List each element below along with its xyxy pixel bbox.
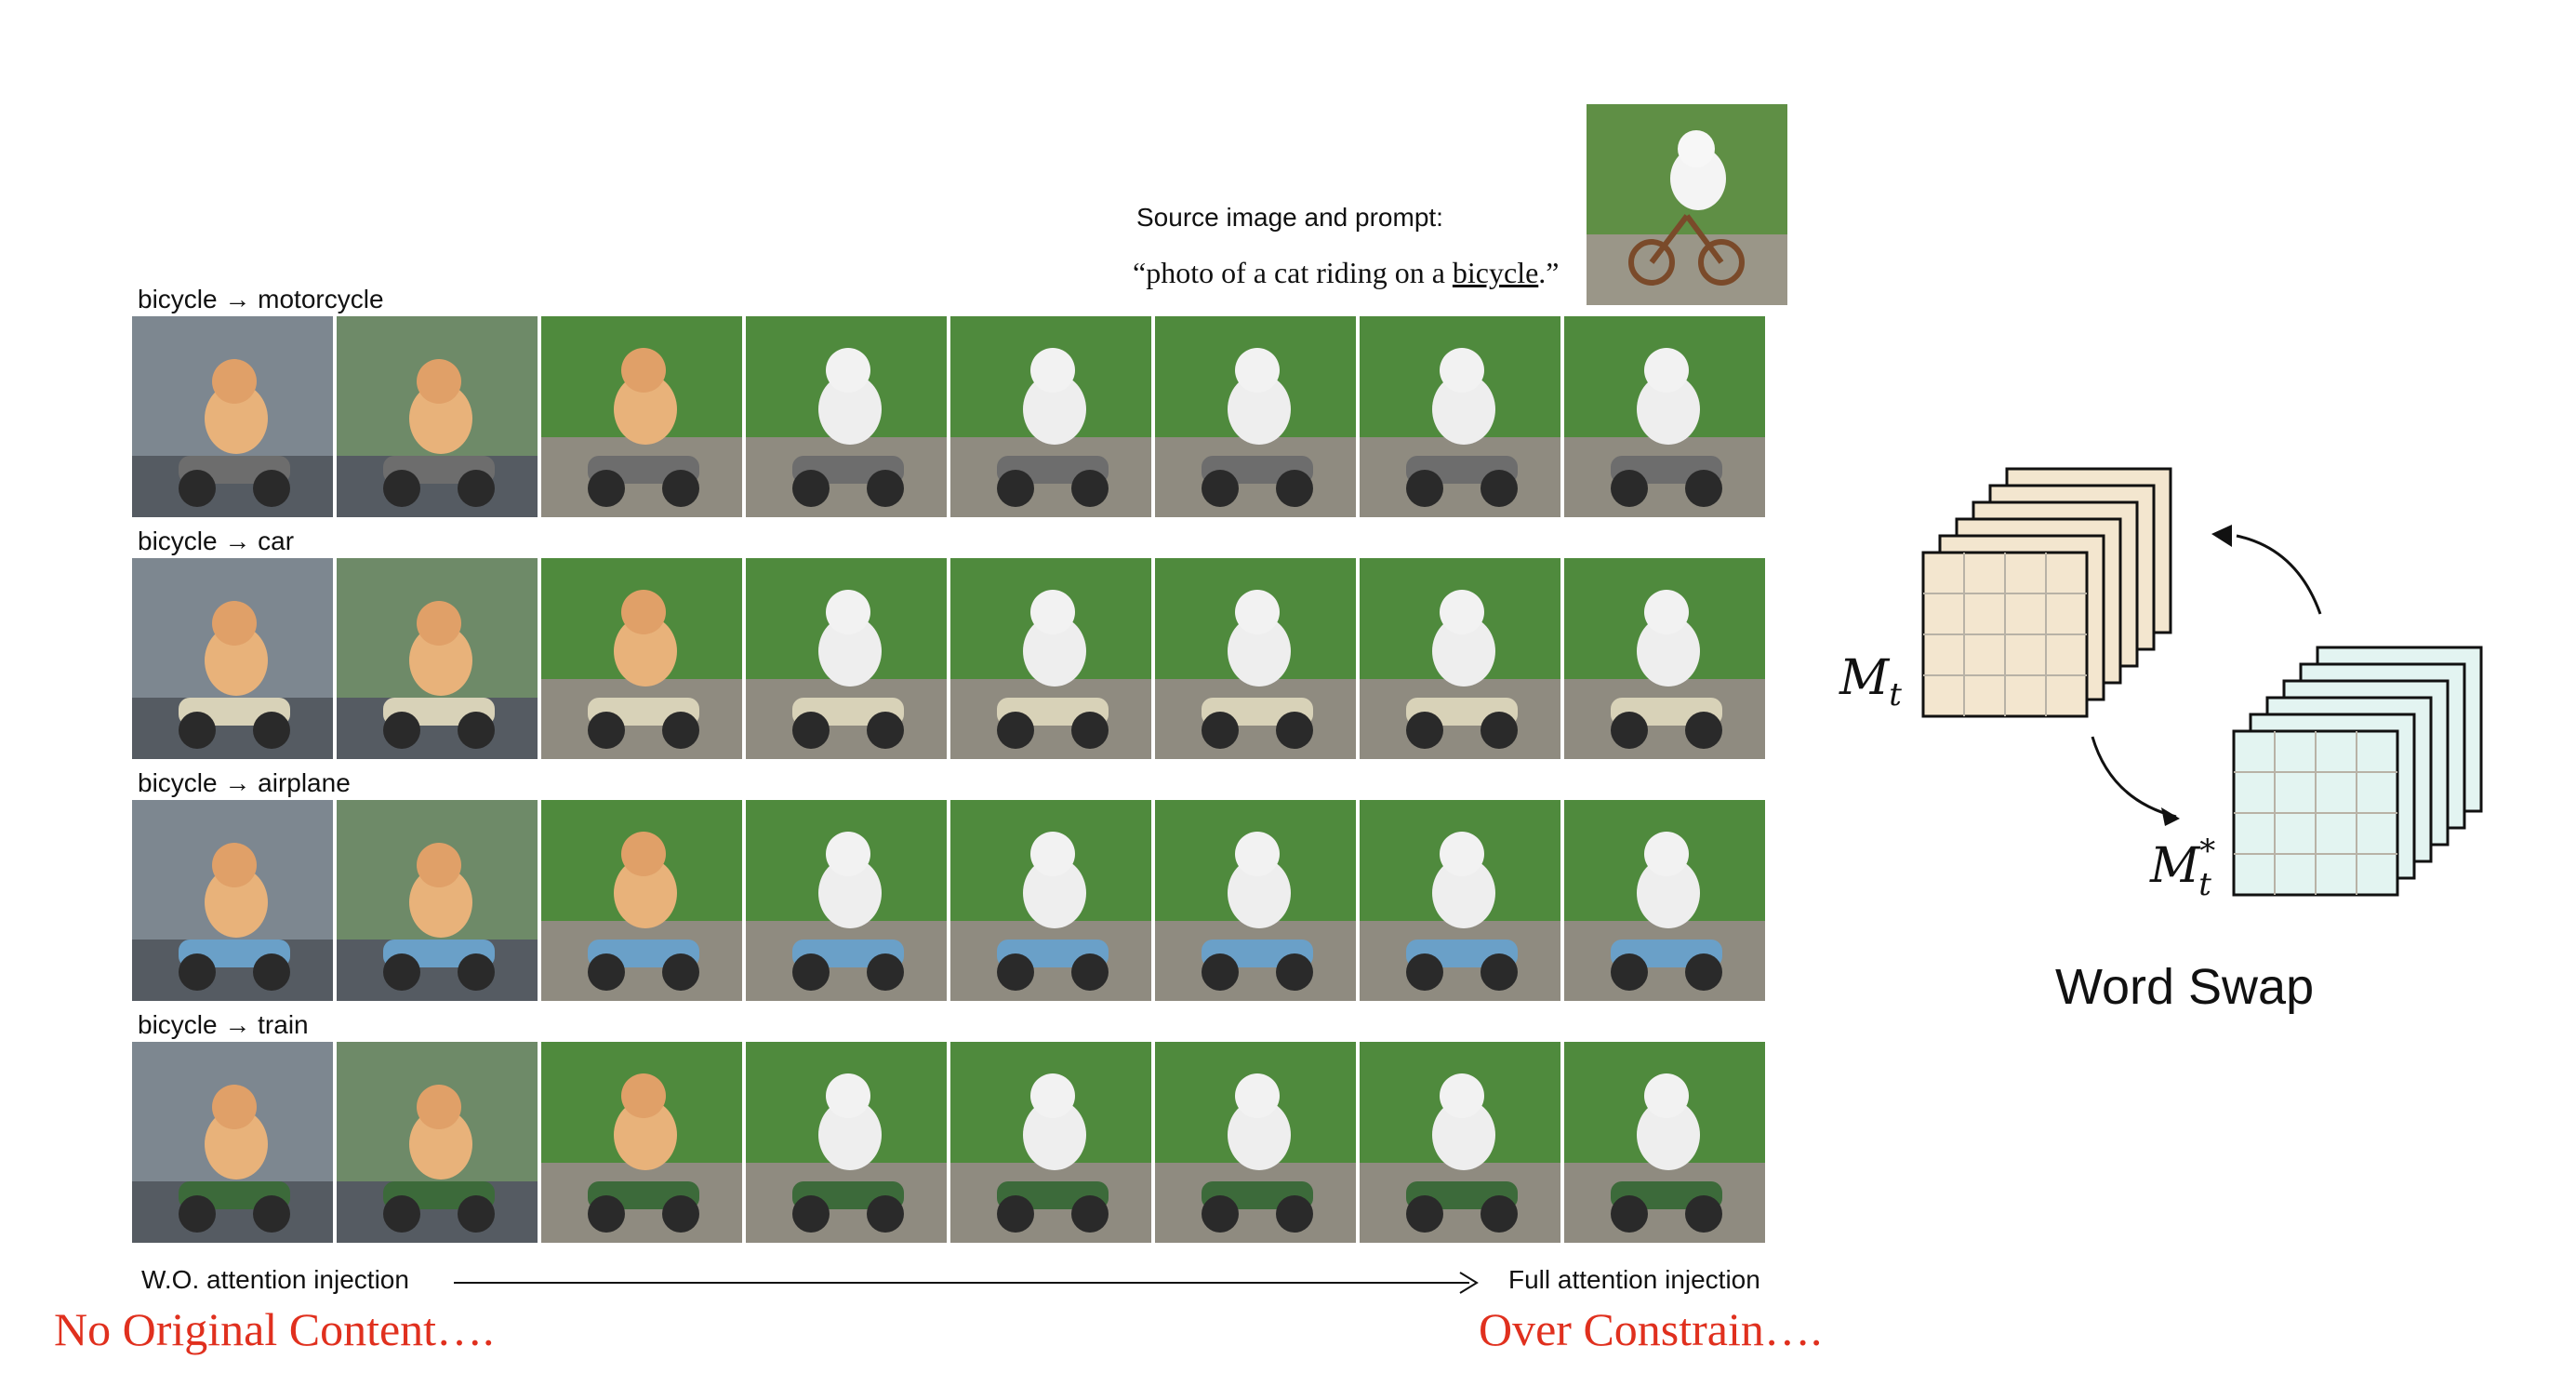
thumbnail-train-8: [1564, 1042, 1765, 1243]
thumbnail-motorcycle-5: [950, 316, 1151, 517]
thumbnail-car-7: [1360, 558, 1560, 759]
source-label: Source image and prompt:: [1136, 203, 1443, 232]
thumbnail-car-3: [541, 558, 742, 759]
thumbnail-motorcycle-3: [541, 316, 742, 517]
thumbnail-airplane-8: [1564, 800, 1765, 1001]
row-label-airplane: bicycle → airplane: [138, 768, 351, 797]
thumbnail-airplane-3: [541, 800, 742, 1001]
thumbnail-motorcycle-8: [1564, 316, 1765, 517]
thumbnail-car-2: [337, 558, 538, 759]
arrow-down-icon: [2091, 736, 2177, 819]
thumbnail-airplane-7: [1360, 800, 1560, 1001]
thumbnail-car-8: [1564, 558, 1765, 759]
thumbnail-airplane-1: [132, 800, 333, 1001]
source-map-label: Mt: [1839, 650, 1902, 713]
axis-arrow-line: [454, 1282, 1469, 1284]
prompt-word: bicycle: [1452, 256, 1539, 289]
thumbnail-car-1: [132, 558, 333, 759]
thumbnail-car-6: [1155, 558, 1356, 759]
thumbnail-train-2: [337, 1042, 538, 1243]
row-label-car: bicycle → car: [138, 527, 295, 555]
annotation-no-original-content: No Original Content….: [54, 1303, 495, 1355]
thumbnail-airplane-4: [746, 800, 947, 1001]
source-image-graphic: [1587, 104, 1787, 305]
thumbnail-train-5: [950, 1042, 1151, 1243]
arrow-up-head-icon: [2211, 525, 2232, 547]
axis-arrow-head: [1459, 1272, 1479, 1294]
thumbnail-airplane-5: [950, 800, 1151, 1001]
axis-left-label: W.O. attention injection: [141, 1265, 409, 1294]
target-map-layer-1: [2232, 729, 2399, 897]
thumbnail-train-6: [1155, 1042, 1356, 1243]
source-image: [1587, 104, 1787, 305]
row-label-motorcycle: bicycle → motorcycle: [138, 285, 384, 313]
annotation-over-constrain: Over Constrain….: [1479, 1303, 1823, 1355]
source-attention-stack: [1921, 467, 2172, 718]
axis-right-label: Full attention injection: [1508, 1265, 1760, 1294]
thumbnail-motorcycle-1: [132, 316, 333, 517]
thumbnail-train-3: [541, 1042, 742, 1243]
thumbnail-train-4: [746, 1042, 947, 1243]
thumbnail-train-1: [132, 1042, 333, 1243]
thumbnail-car-4: [746, 558, 947, 759]
source-prompt: “photo of a cat riding on a bicycle.”: [1133, 256, 1559, 290]
target-attention-stack: [2232, 646, 2483, 897]
arrow-down-head-icon: [2161, 807, 2180, 826]
arrow-up-icon: [2236, 534, 2322, 615]
prompt-before: “photo of a cat riding on a: [1133, 256, 1453, 289]
thumbnail-motorcycle-7: [1360, 316, 1560, 517]
thumbnail-airplane-2: [337, 800, 538, 1001]
source-map-layer-1: [1921, 551, 2089, 718]
diagram-title: Word Swap: [2055, 959, 2315, 1015]
prompt-after: .”: [1538, 256, 1560, 289]
thumbnail-train-7: [1360, 1042, 1560, 1243]
thumbnail-motorcycle-2: [337, 316, 538, 517]
target-map-label: M* t: [2149, 833, 2215, 903]
row-label-train: bicycle → train: [138, 1010, 309, 1039]
thumbnail-motorcycle-6: [1155, 316, 1356, 517]
thumbnail-motorcycle-4: [746, 316, 947, 517]
word-swap-diagram: Mt M* t: [1839, 467, 2483, 903]
thumbnail-car-5: [950, 558, 1151, 759]
thumbnail-airplane-6: [1155, 800, 1356, 1001]
